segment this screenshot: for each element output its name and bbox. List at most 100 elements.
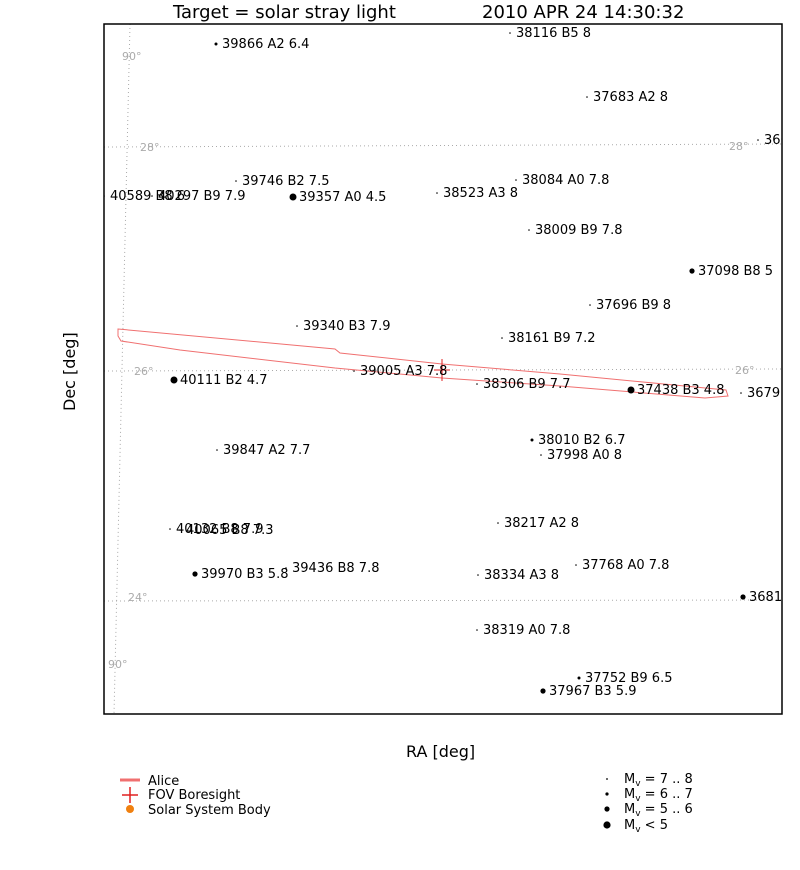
star-label: 38009 B9 7.8 (535, 223, 622, 238)
grid-label-dec-26-right: 26° (735, 364, 755, 377)
star-marker (151, 195, 153, 197)
fov-boresight-marker (434, 359, 450, 381)
legend-alice: Alice (120, 774, 179, 789)
star-marker (528, 229, 530, 231)
legend-mag-7-8-label: Mv = 7 .. 8 (624, 772, 693, 789)
star-marker (214, 42, 218, 46)
star-marker (476, 629, 478, 631)
star-label: 37098 B8 5 (698, 264, 773, 279)
star-label: 39847 A2 7.7 (223, 443, 310, 458)
star-label: 37696 B9 8 (596, 298, 671, 313)
legend-mag-6-7-label: Mv = 6 .. 7 (624, 787, 693, 804)
star-marker (627, 386, 635, 394)
star-label: 37752 B9 6.5 (585, 671, 672, 686)
legend-mag-5-6: Mv = 5 .. 6 (604, 802, 693, 819)
star-marker (530, 438, 534, 442)
legend-solar-body-label: Solar System Body (148, 803, 271, 818)
star-marker (192, 571, 198, 577)
star-label: 37998 A0 8 (547, 448, 622, 463)
legend-boresight: FOV Boresight (122, 787, 240, 803)
legend-boresight-label: FOV Boresight (148, 788, 240, 803)
star-marker (296, 325, 298, 327)
star-label: 3679 (747, 386, 780, 401)
chart-title-target: Target = solar stray light (172, 2, 396, 23)
star-label: 40111 B2 4.7 (180, 373, 267, 388)
star-marker (575, 564, 577, 566)
star-label: 39866 A2 6.4 (222, 37, 309, 52)
star-marker (689, 268, 695, 274)
grid-label-dec-24: 24° (128, 591, 148, 604)
star-label: 39436 B8 7.8 (292, 561, 379, 576)
chart-title-time: 2010 APR 24 14:30:32 (482, 2, 684, 23)
star-label: 39746 B2 7.5 (242, 174, 329, 189)
grid-label-ra-90-bottom: 90° (108, 658, 128, 671)
star-marker (497, 522, 499, 524)
legend-mag-6-7: Mv = 6 .. 7 (605, 787, 693, 804)
legend-alice-label: Alice (148, 774, 179, 789)
star-marker (515, 179, 517, 181)
grid-line-dec-24 (104, 599, 782, 602)
legend-mag-lt-5: Mv < 5 (603, 818, 668, 835)
star-label: 40132 B8 7.9 (176, 522, 263, 537)
star-marker (169, 528, 171, 530)
star-label: 38217 A2 8 (504, 516, 579, 531)
star-marker (740, 392, 742, 394)
star-marker (501, 337, 503, 339)
alice-fov-outline (117, 328, 729, 399)
grid-line-ra-90 (113, 24, 131, 714)
star-layer: 39866 A2 6.4 38116 B5 8 37683 A2 8 366 39746… (104, 26, 789, 699)
star-marker (216, 449, 218, 451)
star-label: 39357 A0 4.5 (299, 190, 386, 205)
star-marker (179, 529, 181, 531)
grid-label-dec-28-left: 28° (140, 141, 160, 154)
star-marker (577, 676, 581, 680)
star-label: 38084 A0 7.8 (522, 173, 609, 188)
legend-mag-5-6-dot (604, 806, 610, 812)
legend-mag-lt-5-label: Mv < 5 (624, 818, 668, 835)
star-label: 39970 B3 5.8 (201, 567, 288, 582)
star-label: 3681 (749, 590, 782, 605)
grid-line-dec-28 (104, 143, 782, 148)
legend-mag-5-6-label: Mv = 5 .. 6 (624, 802, 693, 819)
star-label: 38306 B9 7.7 (483, 377, 570, 392)
star-label: 37438 B3 4.8 (637, 383, 724, 398)
star-label: 38010 B2 6.7 (538, 433, 625, 448)
star-label: 37768 A0 7.8 (582, 558, 669, 573)
grid-label-ra-90-top: 90° (122, 50, 142, 63)
star-label: 37683 A2 8 (593, 90, 668, 105)
star-label: 39005 A3 7.8 (360, 364, 447, 379)
plot-frame (103, 23, 783, 715)
star-label: 38523 A3 8 (443, 186, 518, 201)
star-marker (509, 32, 511, 34)
star-label: 40065 B8 7.3 (186, 523, 273, 538)
star-label: 39340 B3 7.9 (303, 319, 390, 334)
star-marker (757, 139, 759, 141)
star-marker (353, 370, 355, 372)
legend-mag-lt-5-dot (603, 821, 611, 829)
star-marker (436, 192, 438, 194)
star-marker (740, 594, 746, 600)
star-label: 38334 A3 8 (484, 568, 559, 583)
star-marker (289, 193, 297, 201)
legend-boresight-swatch (122, 787, 138, 803)
star-label: 37967 B3 5.9 (549, 684, 636, 699)
grid-label-dec-28-right: 28° (729, 140, 749, 153)
star-label: 40589 B8 6 (110, 189, 185, 204)
star-marker (477, 574, 479, 576)
star-label: 366 (764, 133, 789, 148)
legend-mag-7-8: Mv = 7 .. 8 (606, 772, 693, 789)
legend-mag-6-7-dot (605, 792, 609, 796)
star-marker (476, 383, 478, 385)
star-label: 38319 A0 7.8 (483, 623, 570, 638)
star-label: 38161 B9 7.2 (508, 331, 595, 346)
star-marker (586, 96, 588, 98)
star-marker (170, 376, 178, 384)
star-marker (540, 454, 542, 456)
star-marker (540, 688, 546, 694)
star-label: 38116 B5 8 (516, 26, 591, 41)
legend-solar-body-swatch (126, 805, 134, 813)
star-label: 40297 B9 7.9 (158, 189, 245, 204)
x-axis-label: RA [deg] (406, 742, 475, 761)
star-marker (589, 304, 591, 306)
